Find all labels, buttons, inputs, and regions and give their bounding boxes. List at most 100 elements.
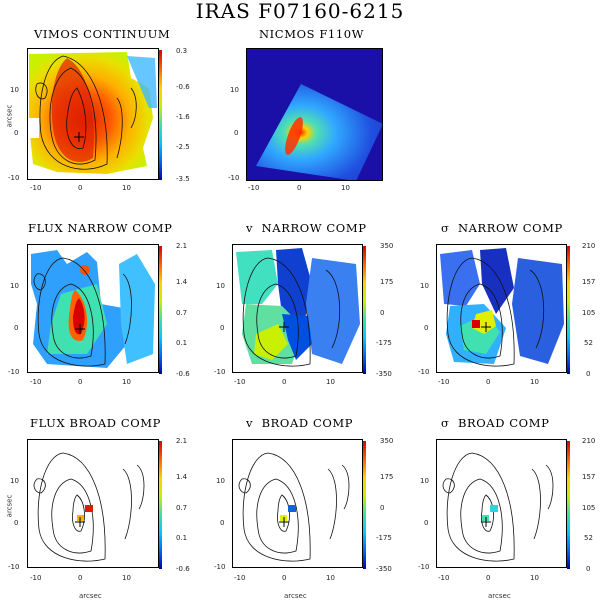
flux-narrow-map bbox=[27, 244, 159, 373]
y-tick: 10 bbox=[10, 477, 19, 485]
flux-narrow-colorbar bbox=[159, 246, 162, 374]
flux-narrow-title: FLUX NARROW COMP bbox=[28, 221, 173, 235]
colorbar-tick: 1.4 bbox=[176, 278, 188, 286]
v-narrow-colorbar bbox=[363, 246, 366, 374]
y-tick: 0 bbox=[220, 324, 225, 332]
x-tick: -10 bbox=[438, 378, 450, 386]
x-tick: 0 bbox=[486, 574, 491, 582]
x-tick: 10 bbox=[530, 574, 539, 582]
x-tick: 0 bbox=[78, 378, 83, 386]
colorbar-tick: 175 bbox=[380, 473, 394, 481]
colorbar-tick: 350 bbox=[380, 242, 394, 250]
x-tick: 10 bbox=[326, 378, 335, 386]
x-tick: -10 bbox=[248, 184, 260, 192]
colorbar-tick: 0.7 bbox=[176, 309, 188, 317]
y-tick: -10 bbox=[418, 368, 430, 376]
x-tick: -10 bbox=[30, 378, 42, 386]
v-broad-colorbar bbox=[363, 441, 366, 569]
x-tick: 0 bbox=[486, 378, 491, 386]
sigma-narrow-map bbox=[436, 244, 567, 373]
flux-broad-map bbox=[27, 439, 159, 568]
nicmos-f110w-image bbox=[246, 48, 383, 181]
x-tick: 0 bbox=[282, 378, 287, 386]
y-tick: -10 bbox=[214, 368, 226, 376]
v-narrow-title: v NARROW COMP bbox=[246, 221, 367, 235]
colorbar-tick: -2.5 bbox=[176, 143, 190, 151]
y-tick: 10 bbox=[420, 282, 429, 290]
sigma-narrow-colorbar bbox=[567, 246, 570, 374]
colorbar-tick: -350 bbox=[376, 370, 392, 378]
colorbar-tick: -175 bbox=[376, 339, 392, 347]
colorbar-tick: 175 bbox=[380, 278, 394, 286]
x-tick: 10 bbox=[530, 378, 539, 386]
colorbar-tick: -175 bbox=[376, 534, 392, 542]
colorbar-tick: 0 bbox=[380, 504, 385, 512]
x-axis-label: arcsec bbox=[284, 592, 307, 600]
flux-broad-title: FLUX BROAD COMP bbox=[30, 416, 161, 430]
y-axis-label: arcsec bbox=[5, 104, 14, 128]
y-tick: 0 bbox=[14, 519, 19, 527]
y-tick: 0 bbox=[14, 129, 19, 137]
y-tick: -10 bbox=[8, 174, 20, 182]
colorbar-tick: 210 bbox=[582, 437, 596, 445]
v-broad-map bbox=[232, 439, 363, 568]
colorbar-tick: 0.7 bbox=[176, 504, 188, 512]
colorbar-tick: 2.1 bbox=[176, 437, 188, 445]
colorbar-tick: 350 bbox=[380, 437, 394, 445]
vimos-title: VIMOS CONTINUUM bbox=[34, 27, 171, 41]
sigma-narrow-title: σ NARROW COMP bbox=[441, 221, 563, 235]
colorbar-tick: 1.4 bbox=[176, 473, 188, 481]
figure-title: IRAS F07160-6215 bbox=[195, 0, 405, 23]
vimos-continuum-map bbox=[27, 48, 159, 180]
x-tick: 10 bbox=[326, 574, 335, 582]
x-tick: 0 bbox=[78, 184, 83, 192]
x-tick: -10 bbox=[234, 574, 246, 582]
x-tick: 10 bbox=[122, 574, 131, 582]
x-tick: 10 bbox=[122, 378, 131, 386]
colorbar-tick: 2.1 bbox=[176, 242, 188, 250]
x-tick: 0 bbox=[282, 574, 287, 582]
y-tick: -10 bbox=[214, 563, 226, 571]
colorbar-tick: 0 bbox=[586, 565, 591, 573]
colorbar-tick: 0.1 bbox=[176, 339, 188, 347]
y-tick: 10 bbox=[216, 282, 225, 290]
y-tick: -10 bbox=[8, 368, 20, 376]
x-axis-label: arcsec bbox=[488, 592, 511, 600]
x-axis-label: arcsec bbox=[79, 592, 102, 600]
y-tick: 10 bbox=[420, 477, 429, 485]
colorbar-tick: 157 bbox=[582, 473, 596, 481]
sigma-broad-colorbar bbox=[567, 441, 570, 569]
colorbar-tick: 52 bbox=[584, 339, 593, 347]
v-broad-title: v BROAD COMP bbox=[246, 416, 354, 430]
y-tick: 0 bbox=[14, 324, 19, 332]
colorbar-tick: 0.1 bbox=[176, 534, 188, 542]
x-tick: -10 bbox=[30, 184, 42, 192]
y-tick: 0 bbox=[424, 519, 429, 527]
vimos-colorbar bbox=[159, 50, 162, 180]
y-tick: 10 bbox=[216, 477, 225, 485]
x-tick: 0 bbox=[78, 574, 83, 582]
y-tick: 10 bbox=[10, 86, 19, 94]
x-tick: 0 bbox=[297, 184, 302, 192]
x-tick: -10 bbox=[30, 574, 42, 582]
colorbar-tick: -3.5 bbox=[176, 175, 190, 183]
flux-broad-colorbar bbox=[159, 441, 162, 569]
colorbar-tick: 0 bbox=[380, 309, 385, 317]
y-tick: 10 bbox=[230, 86, 239, 94]
colorbar-tick: 157 bbox=[582, 278, 596, 286]
y-axis-label: arcsec bbox=[5, 494, 14, 518]
colorbar-tick: 105 bbox=[582, 504, 596, 512]
y-tick: 0 bbox=[220, 519, 225, 527]
colorbar-tick: 210 bbox=[582, 242, 596, 250]
colorbar-tick: 0.3 bbox=[176, 47, 188, 55]
x-tick: -10 bbox=[234, 378, 246, 386]
y-tick: 10 bbox=[10, 282, 19, 290]
colorbar-tick: 105 bbox=[582, 309, 596, 317]
nicmos-title: NICMOS F110W bbox=[259, 27, 365, 41]
colorbar-tick: 0 bbox=[586, 370, 591, 378]
colorbar-tick: -0.6 bbox=[176, 83, 190, 91]
y-tick: 0 bbox=[424, 324, 429, 332]
colorbar-tick: -1.6 bbox=[176, 113, 190, 121]
y-tick: 0 bbox=[234, 129, 239, 137]
x-tick: 10 bbox=[341, 184, 350, 192]
